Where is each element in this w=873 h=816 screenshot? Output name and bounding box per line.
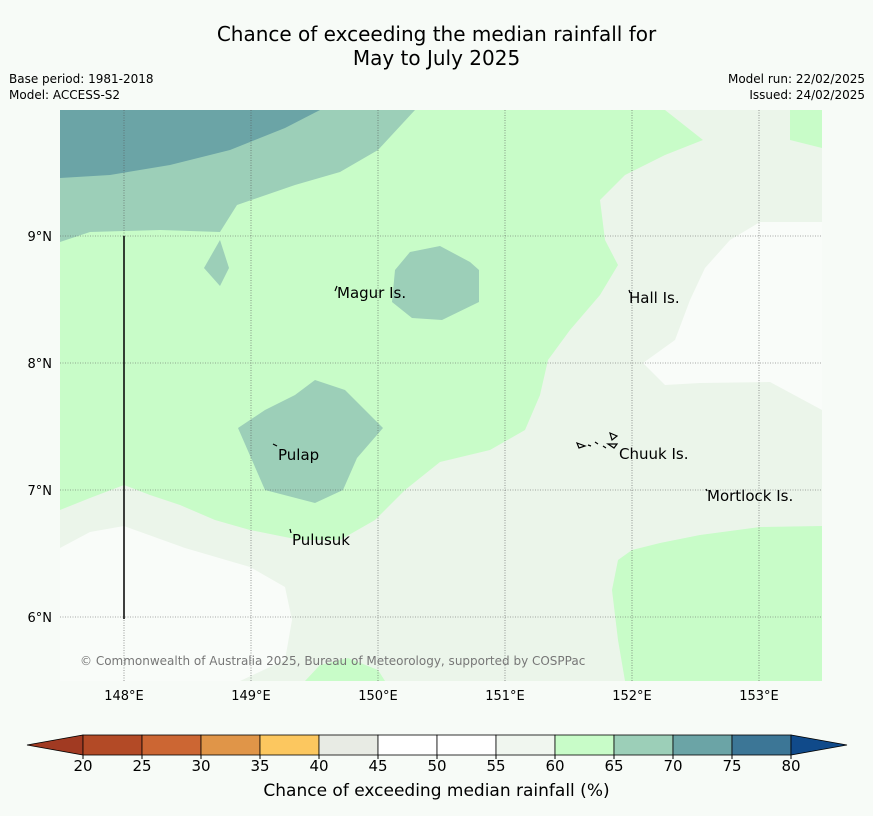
copyright-notice: © Commonwealth of Australia 2025, Bureau… bbox=[80, 654, 585, 668]
colorbar-ticks: 20 25 30 35 40 45 50 55 60 65 70 75 80 bbox=[73, 755, 801, 775]
region-65-70-pulap bbox=[238, 380, 383, 503]
region-60-65-northeast bbox=[790, 110, 822, 148]
model-run: Model run: 22/02/2025 bbox=[727, 72, 865, 86]
colorbar-tick-label: 25 bbox=[132, 757, 151, 775]
island-pulusuk bbox=[289, 528, 292, 534]
meta-left: Base period: 1981-2018 Model: ACCESS-S2 bbox=[9, 71, 154, 103]
place-label-hall: Hall Is. bbox=[629, 289, 680, 307]
graticule bbox=[60, 110, 822, 681]
y-tick-9n: 9°N bbox=[28, 230, 53, 245]
title-line-1: Chance of exceeding the median rainfall … bbox=[216, 22, 657, 46]
colorbar-segment bbox=[613, 734, 674, 756]
x-axis-ticks: 148°E 149°E 150°E 151°E 152°E 153°E bbox=[104, 689, 779, 704]
island-magur bbox=[334, 285, 338, 292]
colorbar-tick-label: 40 bbox=[309, 757, 328, 775]
region-60-65-south bbox=[305, 658, 385, 681]
colorbar-tick-label: 20 bbox=[73, 757, 92, 775]
colorbar-segment bbox=[82, 734, 143, 756]
colorbar-tick-label: 55 bbox=[486, 757, 505, 775]
island-chuuk bbox=[575, 431, 619, 449]
x-tick-152: 152°E bbox=[612, 689, 652, 704]
island-hall bbox=[628, 289, 631, 294]
x-tick-148: 148°E bbox=[104, 689, 144, 704]
issued-date: Issued: 24/02/2025 bbox=[749, 88, 865, 102]
place-label-chuuk: Chuuk Is. bbox=[619, 445, 688, 463]
colorbar-tick-label: 50 bbox=[427, 757, 446, 775]
x-tick-153: 153°E bbox=[739, 689, 779, 704]
model-name: Model: ACCESS-S2 bbox=[9, 88, 121, 102]
colorbar-segment bbox=[377, 734, 438, 756]
x-tick-151: 151°E bbox=[485, 689, 525, 704]
base-period: Base period: 1981-2018 bbox=[9, 72, 154, 86]
colorbar-segment bbox=[141, 734, 202, 756]
colorbar-over-arrow bbox=[790, 734, 848, 756]
colorbar-tick-label: 75 bbox=[722, 757, 741, 775]
colorbar-tick-label: 60 bbox=[545, 757, 564, 775]
y-tick-6n: 6°N bbox=[28, 611, 53, 626]
place-label-mortlock: Mortlock Is. bbox=[707, 487, 793, 505]
colorbar-tick-label: 70 bbox=[663, 757, 682, 775]
colorbar-segment bbox=[200, 734, 261, 756]
x-tick-149: 149°E bbox=[231, 689, 271, 704]
colorbar-segment bbox=[259, 734, 320, 756]
colorbar-tick-label: 35 bbox=[250, 757, 269, 775]
colorbar-segment bbox=[672, 734, 733, 756]
colorbar-segment bbox=[318, 734, 379, 756]
x-tick-150: 150°E bbox=[358, 689, 398, 704]
y-tick-7n: 7°N bbox=[28, 484, 53, 499]
colorbar-segment bbox=[731, 734, 792, 756]
meta-right: Model run: 22/02/2025 Issued: 24/02/2025 bbox=[728, 71, 865, 103]
region-65-70-patch bbox=[204, 240, 229, 286]
region-60-65-southeast bbox=[612, 526, 822, 681]
region-65-70-magur bbox=[392, 246, 479, 320]
colorbar-segment bbox=[436, 734, 497, 756]
colorbar-tick-label: 80 bbox=[781, 757, 800, 775]
title-line-2: May to July 2025 bbox=[352, 46, 521, 70]
colorbar-tick-label: 30 bbox=[191, 757, 210, 775]
colorbar-under-arrow bbox=[26, 734, 84, 756]
colorbar bbox=[26, 734, 848, 756]
island-pulap bbox=[272, 443, 278, 447]
colorbar-tick-label: 45 bbox=[368, 757, 387, 775]
place-label-pulap: Pulap bbox=[278, 446, 319, 464]
islands bbox=[272, 285, 708, 534]
map-title: Chance of exceeding the median rainfall … bbox=[0, 22, 873, 70]
colorbar-label: Chance of exceeding median rainfall (%) bbox=[263, 781, 610, 801]
region-50-55-west bbox=[60, 526, 292, 681]
island-mortlock bbox=[705, 488, 708, 492]
colorbar-segment bbox=[495, 734, 556, 756]
colorbar-tick-label: 65 bbox=[604, 757, 623, 775]
map-area: Magur Is. Hall Is. Pulap Chuuk Is. Mortl… bbox=[60, 110, 822, 681]
y-tick-8n: 8°N bbox=[28, 357, 53, 372]
y-axis-ticks: 9°N 8°N 7°N 6°N bbox=[28, 230, 53, 626]
colorbar-segment bbox=[554, 734, 615, 756]
region-70-75 bbox=[60, 110, 320, 178]
place-label-pulusuk: Pulusuk bbox=[292, 531, 350, 549]
place-label-magur: Magur Is. bbox=[337, 284, 406, 302]
